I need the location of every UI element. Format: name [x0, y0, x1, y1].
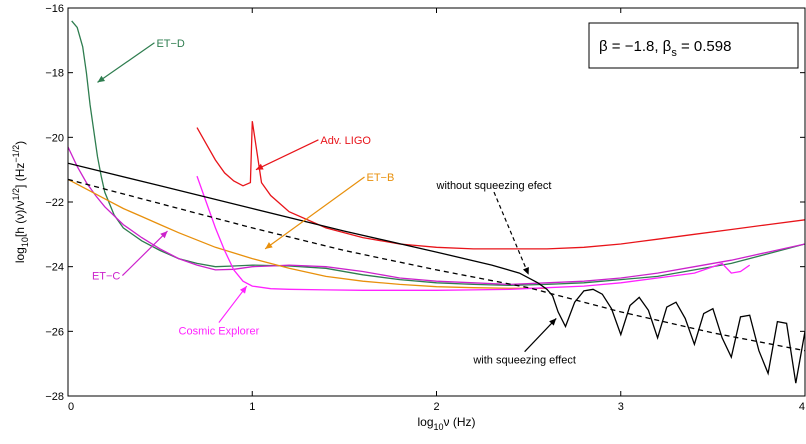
annotation-arrow	[97, 42, 155, 83]
x-tick-label: 0	[68, 401, 74, 413]
x-label-pre: log	[417, 415, 433, 429]
series-line-with-squeezing-effect	[68, 178, 805, 352]
annotation-arrowhead	[255, 163, 264, 170]
annotation-arrow	[264, 176, 365, 250]
x-tick-label: 2	[433, 401, 439, 413]
x-tick-label: 4	[799, 401, 805, 413]
y-label-sup1: 1/2	[11, 188, 21, 201]
x-tick-label: 3	[618, 401, 624, 413]
y-tick-label: −16	[45, 3, 64, 15]
legend-sub: s	[671, 47, 677, 59]
ticks-layer: 0 1 2 3 4 −28 −26 −24 −22 −20 −18 −16	[45, 3, 806, 413]
series-line-without-squeezing-efect	[68, 162, 805, 384]
annotation-arrowhead	[160, 231, 168, 239]
y-tick-label: −28	[45, 391, 64, 403]
annotation-label: Adv. LIGO	[320, 135, 371, 147]
annotation-label: Cosmic Explorer	[179, 326, 260, 338]
x-label-post: ν (Hz)	[444, 415, 476, 429]
annotation-arrow	[493, 191, 530, 275]
annotation-cosmic-explorer: Cosmic Explorer	[179, 285, 260, 338]
x-label-sub: 10	[434, 422, 444, 432]
y-tick-label: −18	[45, 68, 64, 80]
series-line-et-b	[68, 178, 547, 289]
annotation-adv-ligo: Adv. LIGO	[255, 135, 371, 171]
annotation-arrow	[218, 285, 248, 323]
annotation-et-c: ET−C	[92, 230, 168, 283]
annotation-label: ET−C	[92, 271, 120, 283]
annotation-arrowhead	[97, 75, 106, 83]
y-tick-label: −20	[45, 132, 64, 144]
y-label-sub: 10	[20, 237, 30, 247]
x-axis-label: log10ν (Hz)	[417, 415, 475, 432]
annotation-label: ET−B	[366, 172, 394, 184]
legend-tail: = 0.598	[677, 38, 732, 55]
legend-main: β = −1.8, β	[599, 38, 672, 55]
annotation-arrowhead	[549, 318, 557, 326]
legend-box: β = −1.8, βs = 0.598	[588, 22, 799, 69]
series-layer	[68, 20, 805, 384]
y-label-mid: [h (ν)/ν	[13, 200, 27, 237]
annotation-with-squeezing-effect: with squeezing effect	[472, 317, 576, 367]
series-line-cosmic-explorer	[196, 175, 751, 291]
annotation-arrowhead	[522, 267, 529, 275]
annotation-arrowhead	[265, 242, 273, 249]
legend-box-frame	[588, 22, 799, 69]
annotation-label: without squeezing efect	[436, 180, 552, 192]
annotations-layer: ET−D Adv. LIGO ET−B without squeezing efect…	[92, 38, 576, 367]
y-label-sup2: −1/2	[11, 145, 21, 163]
legend-box-text: β = −1.8, βs = 0.598	[599, 38, 731, 59]
annotation-arrowhead	[239, 286, 247, 294]
annotation-arrow	[524, 317, 557, 353]
y-label-mid2: ] (Hz	[13, 163, 27, 188]
annotation-label: with squeezing effect	[472, 355, 576, 367]
y-label-pre: log	[13, 247, 27, 263]
y-axis-label: log10[h (ν)/ν1/2] (Hz−1/2)	[11, 141, 30, 263]
annotation-arrow	[121, 230, 168, 277]
y-tick-label: −26	[45, 326, 64, 338]
annotation-et-d: ET−D	[97, 38, 185, 83]
annotation-without-squeezing-efect: without squeezing efect	[436, 180, 552, 275]
y-tick-label: −24	[45, 262, 64, 274]
annotation-arrow	[255, 139, 319, 171]
series-line-adv-ligo	[196, 121, 805, 250]
series-line-et-c	[68, 146, 805, 286]
x-tick-label: 1	[249, 401, 255, 413]
y-label-post: )	[13, 141, 27, 145]
annotation-label: ET−D	[156, 38, 184, 50]
series-line-et-d	[71, 20, 805, 287]
y-tick-label: −22	[45, 197, 64, 209]
annotation-et-b: ET−B	[264, 172, 394, 250]
